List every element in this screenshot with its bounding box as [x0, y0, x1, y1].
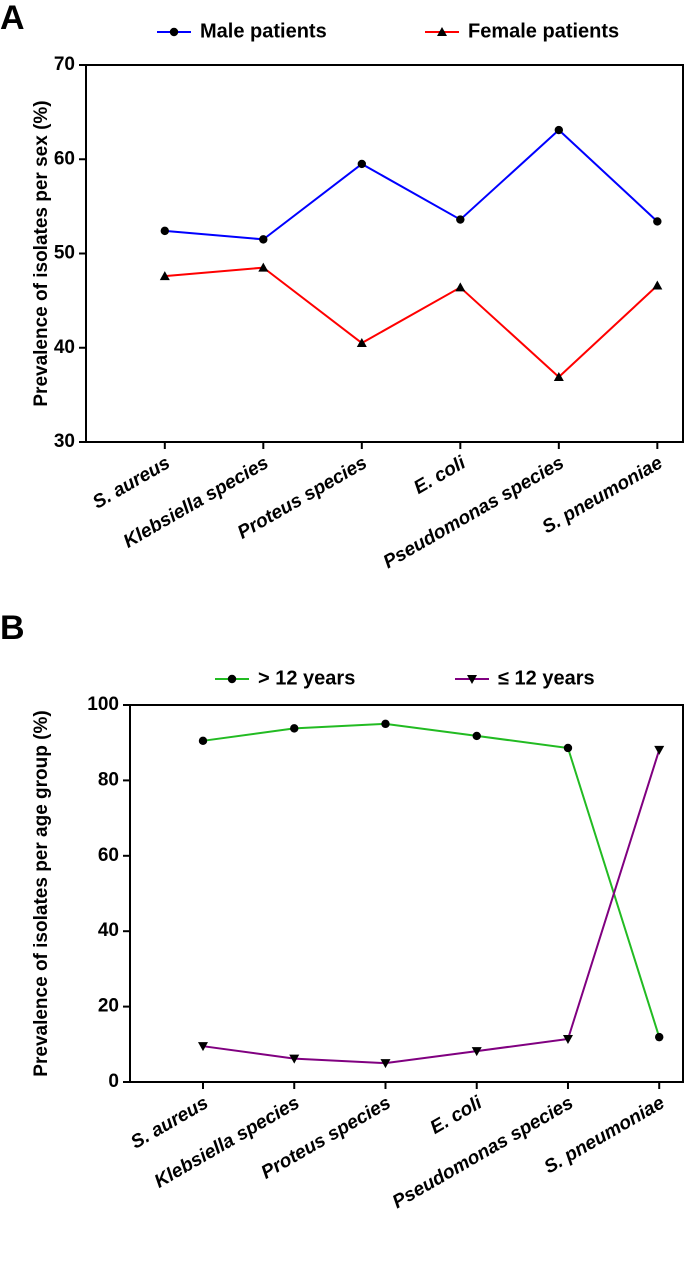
marker	[356, 338, 367, 348]
legend-label: Male patients	[200, 20, 327, 42]
x-tick-label: E. coli	[427, 1092, 487, 1139]
series-line	[202, 722, 661, 1038]
marker	[160, 226, 170, 236]
marker	[159, 271, 170, 281]
y-tick-label: 0	[108, 1071, 119, 1092]
legend-marker	[169, 27, 179, 37]
marker	[654, 745, 665, 755]
panel-label: B	[0, 609, 25, 647]
legend-marker	[467, 675, 477, 684]
y-tick-label: 20	[98, 996, 119, 1017]
marker	[381, 719, 390, 729]
legend-label: ≤ 12 years	[498, 667, 595, 689]
legend-label: > 12 years	[258, 667, 355, 689]
marker	[455, 282, 466, 292]
legend-marker	[227, 674, 237, 684]
y-tick-label: 30	[54, 431, 75, 452]
x-tick-label: S. aureus	[127, 1092, 212, 1153]
y-tick-label: 40	[54, 337, 75, 358]
y-tick-label: 100	[87, 694, 119, 715]
panel-label: A	[0, 0, 25, 37]
y-tick-label: 40	[98, 920, 119, 941]
marker	[198, 736, 208, 746]
marker	[471, 1047, 482, 1057]
plot-frame	[129, 704, 684, 1083]
y-tick-label: 80	[98, 769, 119, 790]
plot-frame	[85, 64, 684, 443]
marker	[258, 262, 269, 272]
y-axis-title: Prevalence of isolates per sex (%)	[31, 100, 52, 406]
marker	[553, 371, 564, 381]
marker	[563, 743, 573, 753]
y-tick-label: 60	[54, 148, 75, 169]
x-tick-label: Pseudomonas species	[380, 452, 568, 573]
marker	[197, 1042, 208, 1052]
y-tick-label: 50	[54, 243, 75, 264]
marker	[290, 724, 299, 733]
marker	[472, 731, 481, 741]
y-tick-label: 60	[98, 845, 119, 866]
marker	[554, 125, 564, 135]
y-tick-label: 70	[54, 54, 75, 75]
marker	[289, 1054, 300, 1064]
marker	[653, 217, 662, 226]
marker	[652, 280, 663, 290]
y-axis-title: Prevalence of isolates per age group (%)	[31, 710, 52, 1076]
marker	[259, 235, 268, 244]
legend-label: Female patients	[468, 20, 619, 42]
marker	[655, 1032, 664, 1042]
marker	[456, 215, 465, 224]
marker	[380, 1059, 391, 1069]
legend-marker	[437, 27, 447, 36]
marker	[562, 1035, 573, 1045]
series-line	[164, 128, 659, 241]
x-tick-label: E. coli	[410, 452, 470, 499]
x-tick-label: S. aureus	[89, 452, 174, 513]
series-line	[164, 266, 659, 379]
series-line	[202, 749, 661, 1065]
marker	[357, 159, 367, 169]
